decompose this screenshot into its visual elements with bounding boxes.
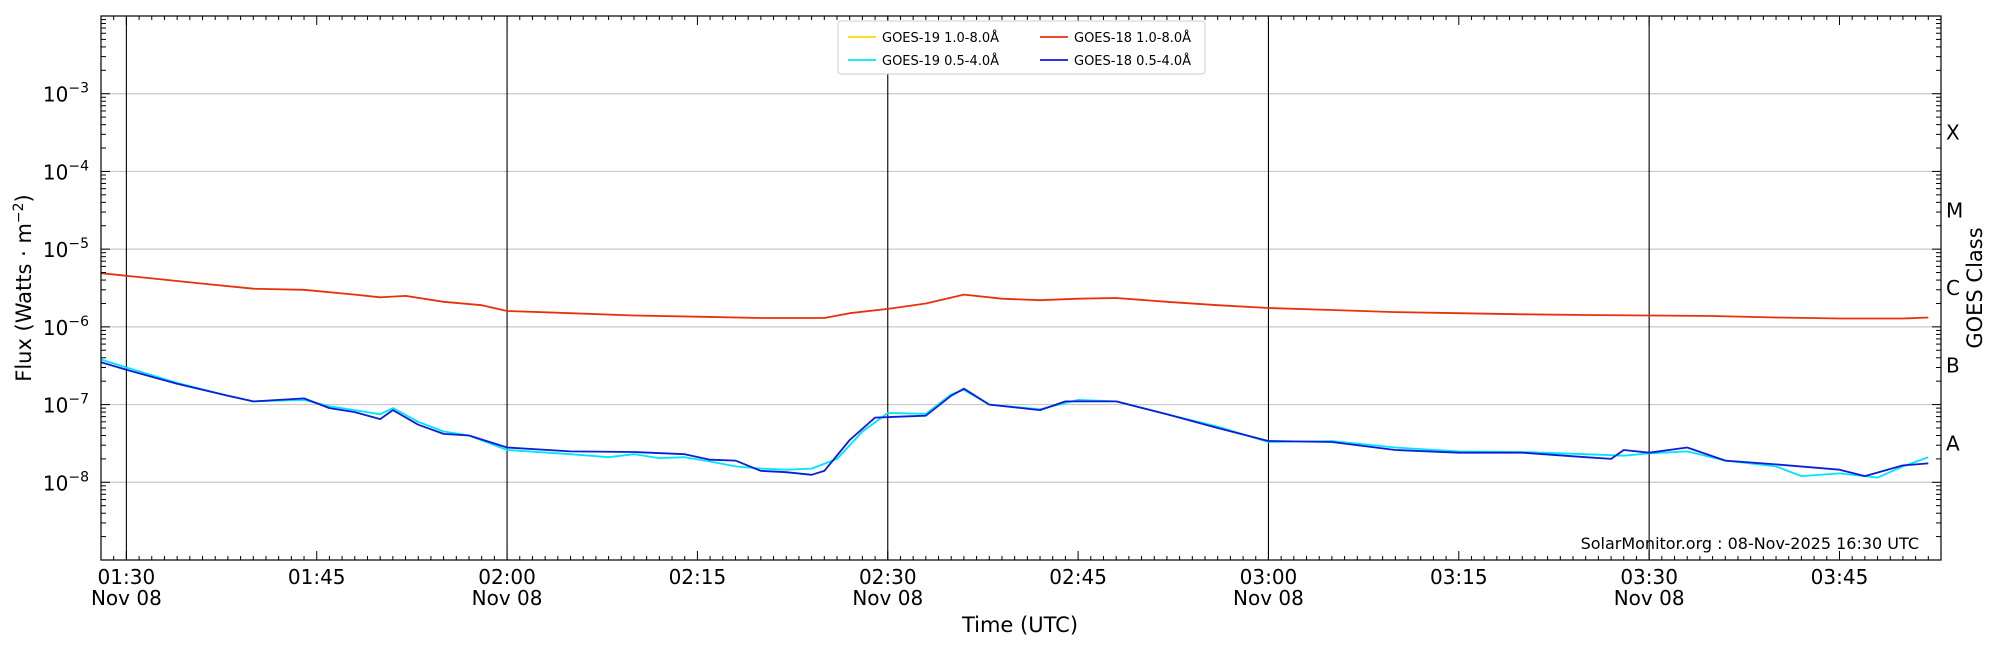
y-tick-label: 10−3 — [43, 81, 89, 107]
goes-class-label: C — [1946, 276, 1960, 300]
y-tick-exponent: −4 — [68, 158, 89, 174]
day-boundary-lines — [125, 16, 1650, 560]
goes-class-label: A — [1946, 431, 1960, 455]
y-tick-exponent: −7 — [68, 392, 89, 408]
y-tick-base: 10 — [43, 471, 68, 495]
y-tick-exponent: −5 — [68, 236, 89, 252]
x-tick-label: 03:45 — [1811, 565, 1869, 589]
x-tick-label: 02:00 — [478, 565, 536, 589]
x-tick-label: 01:30 — [98, 565, 156, 589]
goes-class-label: M — [1946, 198, 1963, 222]
x-tick-date-label: Nov 08 — [1233, 586, 1304, 610]
legend: GOES-19 1.0-8.0Å GOES-19 0.5-4.0Å GOES-18 … — [837, 20, 1206, 75]
y-tick-exponent: −8 — [68, 469, 89, 485]
y-tick-label: 10−6 — [43, 314, 89, 340]
series-line — [100, 361, 1929, 478]
x-tick-date-label: Nov 08 — [852, 586, 923, 610]
y-axis-ticks: 10−810−710−610−510−410−3 — [43, 19, 1941, 561]
series-line — [100, 272, 1929, 320]
plot-border — [100, 15, 1942, 561]
footer-credit: SolarMonitor.org : 08-Nov-2025 16:30 UTC — [1581, 534, 1919, 553]
legend-label: GOES-19 1.0-8.0Å — [882, 30, 999, 46]
goes-class-label: B — [1946, 354, 1960, 378]
goes-class-axis-label: GOES Class — [1963, 227, 1987, 348]
y-tick-label: 10−8 — [43, 469, 89, 495]
legend-label: GOES-18 0.5-4.0Å — [1074, 53, 1191, 69]
x-tick-label: 03:30 — [1620, 565, 1678, 589]
goes-class-label: X — [1946, 121, 1960, 145]
legend-label: GOES-19 0.5-4.0Å — [882, 53, 999, 69]
goes-class-labels: A B C M X — [1946, 121, 1963, 456]
legend-label: GOES-18 1.0-8.0Å — [1074, 30, 1191, 46]
legend-box — [837, 20, 1206, 75]
x-tick-label: 02:15 — [669, 565, 727, 589]
x-tick-label: 02:30 — [859, 565, 917, 589]
y-tick-exponent: −3 — [68, 81, 89, 97]
y-tick-label: 10−4 — [43, 158, 89, 184]
y-axis-label-base: Flux (Watts · m — [12, 223, 36, 382]
y-tick-base: 10 — [43, 83, 68, 107]
y-tick-exponent: −6 — [68, 314, 89, 330]
x-tick-label: 02:45 — [1049, 565, 1107, 589]
y-tick-base: 10 — [43, 316, 68, 340]
y-tick-base: 10 — [43, 238, 68, 262]
grid-lines — [101, 93, 1941, 483]
x-tick-date-label: Nov 08 — [91, 586, 162, 610]
plot-frame — [100, 15, 1942, 561]
x-tick-label: 03:15 — [1430, 565, 1488, 589]
series-line — [100, 358, 1929, 479]
y-tick-label: 10−5 — [43, 236, 89, 262]
x-axis-label: Time (UTC) — [961, 613, 1078, 637]
y-axis-label: Flux (Watts · m−2) — [11, 194, 36, 382]
x-tick-date-label: Nov 08 — [1614, 586, 1685, 610]
legend-entries: GOES-19 1.0-8.0Å GOES-19 0.5-4.0Å GOES-18 … — [848, 30, 1191, 69]
series-lines — [100, 272, 1929, 479]
x-tick-label: 03:00 — [1240, 565, 1298, 589]
y-axis-label-end: ) — [12, 194, 36, 202]
y-tick-base: 10 — [43, 394, 68, 418]
y-tick-label: 10−7 — [43, 392, 89, 418]
x-tick-date-label: Nov 08 — [472, 586, 543, 610]
x-tick-label: 01:45 — [288, 565, 346, 589]
y-axis-label-sup: −2 — [11, 202, 27, 223]
y-tick-base: 10 — [43, 160, 68, 184]
